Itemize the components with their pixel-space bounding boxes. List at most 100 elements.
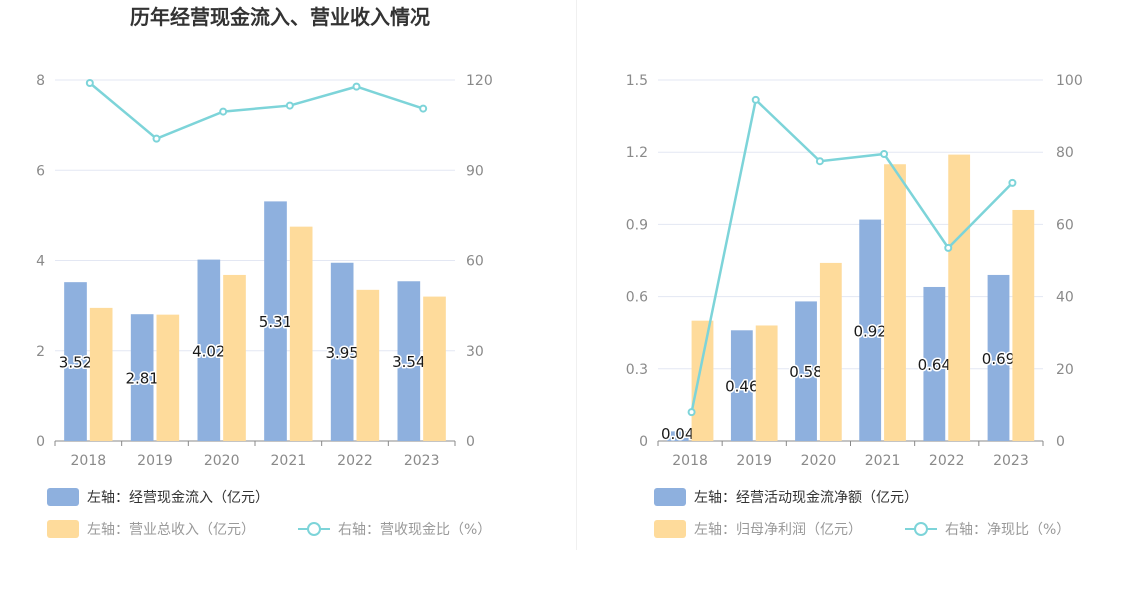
y-right-tick-label: 100: [1056, 73, 1083, 89]
bar: [666, 431, 689, 441]
legend-swatch: [654, 520, 686, 538]
y-left-tick-label: 0: [36, 434, 45, 450]
x-tick-label: 2021: [865, 453, 901, 469]
y-left-tick-label: 2: [36, 344, 45, 360]
bar-value-label: 0.92: [853, 322, 886, 340]
panel-divider: [576, 0, 577, 550]
bar: [923, 286, 946, 441]
bar: [223, 274, 246, 441]
y-left-tick-label: 1.5: [626, 73, 648, 89]
legend-label: 右轴：营收现金比（%）: [338, 522, 491, 538]
x-tick-label: 2021: [271, 453, 307, 469]
y-left-tick-label: 0: [639, 434, 648, 450]
bar-value-label: 5.31: [259, 313, 292, 331]
legend-label: 右轴：净现比（%）: [945, 522, 1070, 538]
y-left-tick-label: 0.6: [626, 290, 648, 306]
line-point: [152, 134, 161, 143]
bar: [819, 262, 842, 441]
bar: [795, 301, 817, 441]
y-left-tick-label: 8: [36, 73, 45, 89]
line-point: [751, 95, 760, 104]
chart-svg: 历年经营现金流净额、归母净利润情况00.30.60.91.21.50204060…: [126, 5, 1083, 538]
legend-swatch: [47, 488, 79, 506]
line-point: [944, 243, 953, 252]
bar: [423, 296, 446, 441]
x-tick-label: 2020: [801, 453, 837, 469]
x-tick-label: 2018: [672, 453, 708, 469]
x-tick-label: 2019: [137, 453, 173, 469]
bar: [130, 314, 154, 441]
bar-value-label: 0.04: [661, 425, 694, 443]
legend-label: 左轴：归母净利润（亿元）: [694, 521, 862, 538]
line-point: [219, 107, 228, 116]
bar: [730, 330, 753, 441]
line-point: [352, 82, 361, 91]
x-tick-label: 2018: [71, 453, 107, 469]
y-right-tick-label: 0: [466, 434, 475, 450]
x-tick-label: 2022: [337, 453, 373, 469]
bar: [859, 219, 882, 441]
x-tick-label: 2023: [993, 453, 1029, 469]
y-left-tick-label: 1.2: [626, 145, 648, 161]
bar: [987, 274, 1010, 441]
chart-panel-cashflow-revenue: 历年经营现金流入、营业收入情况 0 2 4 6 8 0 30 60 90 120 2018 2019 20…: [0, 0, 574, 589]
bar: [264, 201, 287, 441]
y-right-tick-label: 80: [1056, 145, 1074, 161]
y-left-tick-label: 6: [36, 163, 45, 179]
bar-value-label: 3.52: [59, 354, 92, 372]
y-right-tick-label: 0: [1056, 434, 1065, 450]
x-tick-label: 2019: [736, 453, 772, 469]
bar: [397, 281, 421, 441]
line-point: [1008, 178, 1017, 187]
y-left-tick-label: 0.3: [626, 362, 648, 378]
bar: [156, 314, 180, 441]
line-series: [89, 82, 424, 141]
bar: [197, 259, 221, 441]
bar: [356, 289, 380, 441]
bar: [755, 325, 778, 441]
bar-value-label: 3.54: [392, 353, 425, 371]
bar-value-label: 3.95: [325, 344, 358, 362]
bar: [691, 320, 714, 441]
y-left-tick-label: 0.9: [626, 217, 648, 233]
y-right-tick-label: 60: [1056, 217, 1074, 233]
legend-label: 左轴：经营活动现金流净额（亿元）: [694, 490, 918, 506]
bar: [330, 262, 354, 441]
legend-marker: [914, 522, 928, 536]
y-right-tick-label: 40: [1056, 290, 1074, 306]
y-left-tick-label: 4: [36, 254, 45, 270]
y-right-tick-label: 60: [466, 254, 484, 270]
y-right-tick-label: 30: [466, 344, 484, 360]
bar: [1012, 209, 1035, 441]
line-point: [815, 157, 824, 166]
y-right-tick-label: 90: [466, 163, 484, 179]
chart-title: 历年经营现金流入、营业收入情况: [130, 5, 430, 29]
legend-marker: [307, 522, 321, 536]
line-series: [690, 97, 1014, 413]
bar: [884, 164, 906, 441]
legend-swatch: [47, 520, 79, 538]
bar: [289, 226, 313, 441]
y-right-tick-label: 120: [466, 73, 493, 89]
bar-value-label: 2.81: [125, 370, 158, 388]
legend-label: 左轴：营业总收入（亿元）: [87, 522, 255, 538]
x-tick-label: 2023: [404, 453, 440, 469]
chart-panel-netcash-profit: 历年经营现金流净额、归母净利润情况00.30.60.91.21.50204060…: [126, 0, 1148, 589]
legend-label: 左轴：经营现金流入（亿元）: [87, 490, 269, 506]
bar-value-label: 0.46: [725, 378, 758, 396]
x-tick-label: 2022: [929, 453, 965, 469]
bar: [64, 282, 87, 441]
chart-svg: 历年经营现金流入、营业收入情况 0 2 4 6 8 0 30 60 90 120 2018 2019 20…: [36, 5, 493, 538]
line-point: [85, 79, 94, 88]
bar-value-label: 4.02: [192, 342, 225, 360]
bar: [948, 154, 971, 441]
x-tick-label: 2020: [204, 453, 240, 469]
line-point: [419, 104, 428, 113]
line-point: [285, 101, 294, 110]
y-right-tick-label: 20: [1056, 362, 1074, 378]
bar-value-label: 0.58: [789, 363, 822, 381]
legend-swatch: [654, 488, 686, 506]
bar: [89, 307, 113, 441]
line-point: [880, 150, 889, 159]
line-point: [687, 408, 696, 417]
